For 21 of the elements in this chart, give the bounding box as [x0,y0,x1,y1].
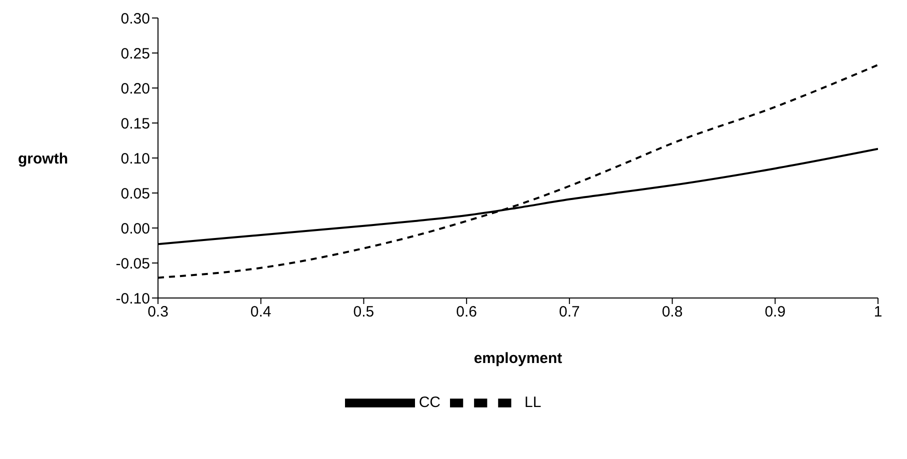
x-tick-label: 0.4 [250,304,272,321]
y-tick-label: 0.30 [120,10,150,28]
y-tick-label: 0.00 [120,220,150,238]
x-tick-label: 0.6 [456,304,477,321]
x-tick-label: 0.5 [353,304,374,321]
x-tick-label: 1 [874,304,882,321]
y-tick-label: 0.05 [120,185,150,202]
x-axis-title: employment [474,350,562,367]
x-tick-label: 0.8 [662,304,683,321]
legend-label: LL [524,394,542,412]
y-axis-title: growth [18,150,68,168]
legend-label: CC [418,394,440,412]
y-tick-label: 0.10 [120,150,150,168]
x-tick-label: 0.9 [764,304,786,321]
y-tick-label: 0.25 [120,45,150,62]
x-tick-label: 0.7 [559,304,580,321]
y-tick-label: -0.10 [116,290,150,308]
x-tick-label: 0.3 [148,304,168,321]
y-tick-label: 0.15 [120,115,150,132]
y-tick-label: -0.05 [116,255,150,272]
y-tick-label: 0.20 [120,80,150,98]
